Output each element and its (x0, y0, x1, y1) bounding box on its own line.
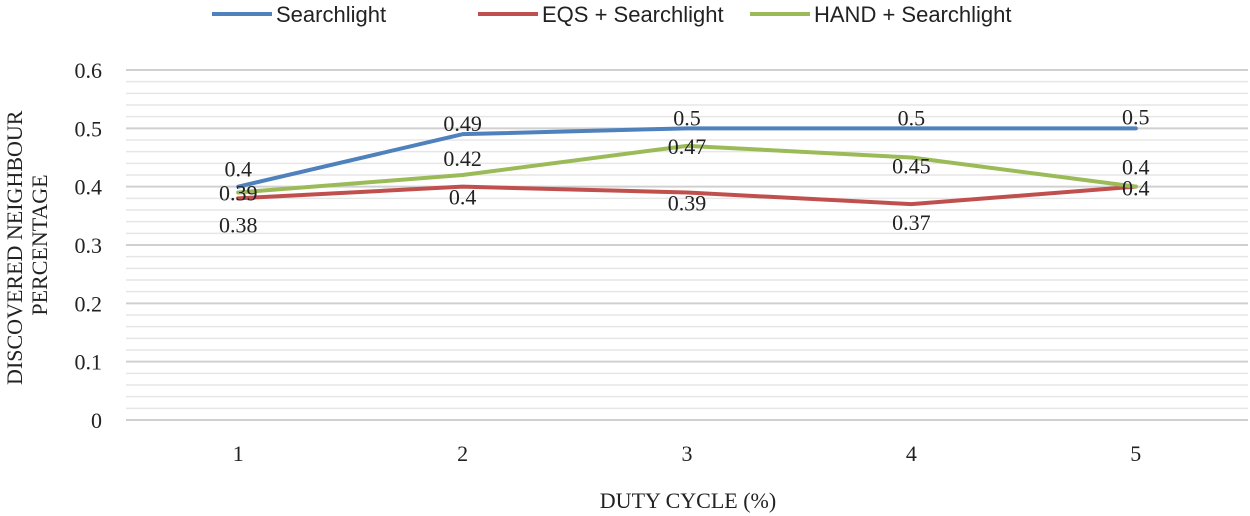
y-tick-label: 0.6 (75, 58, 103, 83)
data-label: 0.47 (668, 134, 707, 159)
data-label: 0.42 (443, 146, 482, 171)
y-tick-label: 0 (91, 408, 102, 433)
y-tick-label: 0.5 (75, 116, 103, 141)
x-axis-title: DUTY CYCLE (%) (600, 488, 776, 513)
data-label: 0.49 (443, 111, 482, 136)
y-axis-ticks: 0 0.1 0.2 0.3 0.4 0.5 0.6 (75, 58, 103, 433)
legend-label: EQS + Searchlight (542, 2, 724, 27)
x-tick-label: 5 (1130, 441, 1141, 466)
y-tick-label: 0.2 (75, 291, 103, 316)
data-label: 0.38 (219, 212, 258, 237)
data-label: 0.45 (892, 154, 931, 179)
data-label: 0.5 (673, 105, 701, 130)
y-tick-label: 0.3 (75, 233, 103, 258)
x-tick-label: 1 (233, 441, 244, 466)
data-label: 0.5 (1122, 104, 1150, 129)
legend-label: HAND + Searchlight (814, 2, 1011, 27)
y-axis-title: DISCOVERED NEIGHBOUR PERCENTAGE (2, 105, 52, 385)
y-axis-title-line-2: PERCENTAGE (27, 174, 52, 315)
data-label: 0.37 (892, 210, 931, 235)
data-label: 0.4 (224, 157, 252, 182)
data-labels: 0.40.49 0.5 0.5 0.50.380.4 0.390.370.40.390.… (219, 104, 1150, 237)
y-axis-title-line-1: DISCOVERED NEIGHBOUR (2, 110, 27, 385)
legend-label: Searchlight (276, 2, 386, 27)
y-tick-label: 0.4 (75, 175, 103, 200)
x-tick-label: 4 (906, 441, 917, 466)
grid (126, 69, 1248, 421)
data-label: 0.5 (898, 105, 926, 130)
data-label: 0.39 (219, 181, 258, 206)
series-line-2 (236, 184, 1138, 207)
y-tick-label: 0.1 (75, 350, 103, 375)
legend: Searchlight EQS + Searchlight HAND + Searc… (212, 2, 1011, 27)
x-axis-ticks: 1 2 3 4 5 (233, 441, 1142, 466)
x-tick-label: 2 (457, 441, 468, 466)
x-tick-label: 3 (682, 441, 693, 466)
data-label: 0.4 (1122, 155, 1150, 180)
data-label: 0.4 (449, 185, 477, 210)
series-line-1 (236, 126, 1138, 189)
series-line-3 (236, 143, 1138, 195)
data-label: 0.39 (668, 191, 707, 216)
data-label: 0.4 (1122, 176, 1150, 201)
series-lines (236, 126, 1138, 207)
